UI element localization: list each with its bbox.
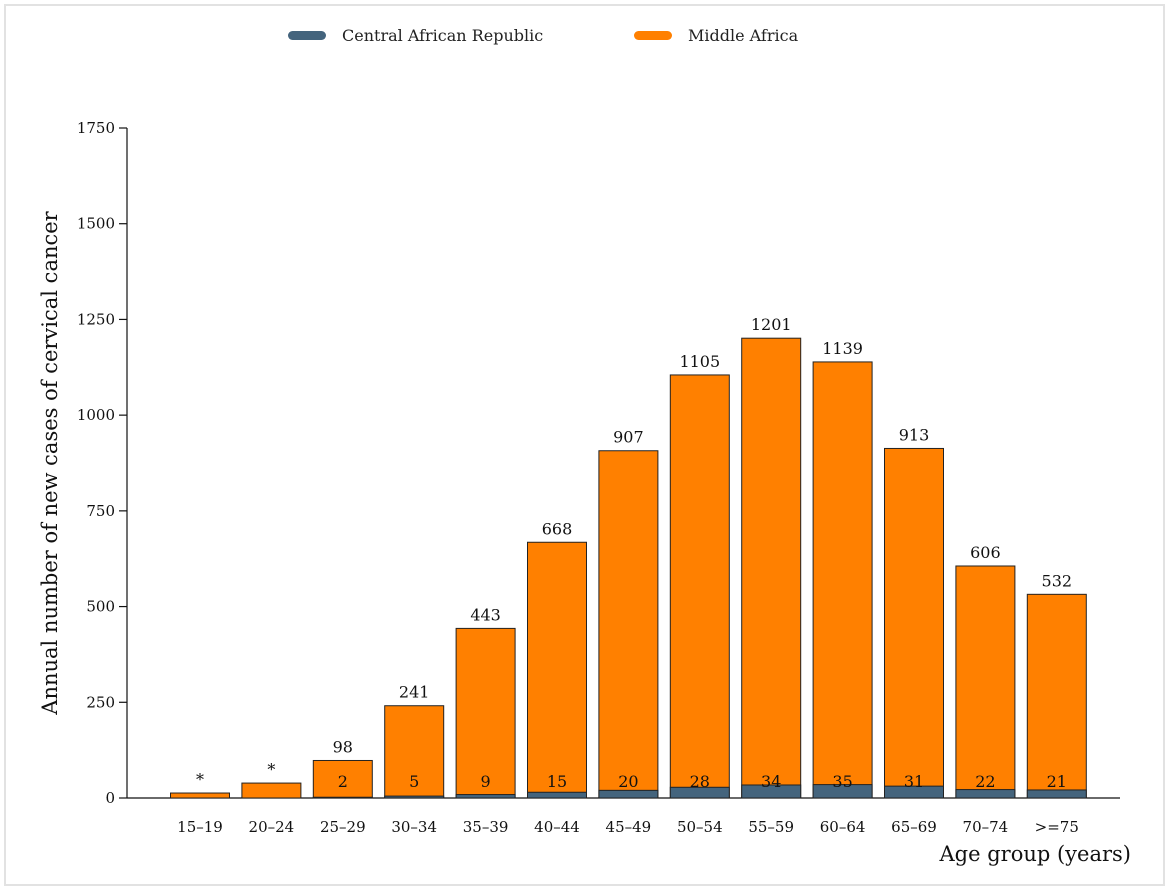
bar-middle-africa bbox=[1026, 593, 1087, 799]
y-tick-label: 1000 bbox=[77, 406, 115, 424]
data-label-middle-africa: * bbox=[267, 760, 275, 779]
y-tick-label: 500 bbox=[86, 598, 115, 616]
data-label-central-african-republic: 31 bbox=[904, 772, 924, 791]
data-label-central-african-republic: 35 bbox=[832, 772, 852, 791]
data-label-central-african-republic: 15 bbox=[547, 772, 567, 791]
data-label-central-african-republic: 21 bbox=[1047, 772, 1067, 791]
legend-item-middle-africa: Middle Africa bbox=[634, 26, 798, 45]
legend-label-middle-africa: Middle Africa bbox=[688, 26, 799, 45]
bar-central-african-republic bbox=[812, 784, 873, 799]
legend-swatch-central-african-republic bbox=[288, 31, 326, 40]
data-label-middle-africa: 1201 bbox=[751, 315, 792, 334]
x-tick-label: 15–19 bbox=[177, 818, 223, 836]
bar-central-african-republic bbox=[669, 786, 730, 799]
x-tick-label: 45–49 bbox=[606, 818, 652, 836]
bar-middle-africa bbox=[955, 565, 1016, 799]
data-label-middle-africa: 443 bbox=[470, 605, 501, 624]
bar-central-african-republic bbox=[455, 794, 516, 799]
data-label-central-african-republic: 9 bbox=[481, 772, 491, 791]
y-tick-label: 1250 bbox=[77, 310, 115, 328]
bar-central-african-republic bbox=[1026, 789, 1087, 799]
bar-middle-africa bbox=[669, 374, 730, 799]
data-label-middle-africa: 532 bbox=[1042, 571, 1073, 590]
y-axis-title: Annual number of new cases of cervical c… bbox=[38, 211, 62, 715]
bar-central-african-republic bbox=[598, 789, 659, 799]
bar-middle-africa bbox=[527, 541, 587, 799]
bar-middle-africa bbox=[455, 627, 516, 799]
x-tick-label: 60–64 bbox=[820, 818, 866, 836]
x-tick-label: 70–74 bbox=[963, 818, 1009, 836]
x-tick-label: 65–69 bbox=[891, 818, 937, 836]
y-tick-label: 1750 bbox=[77, 119, 115, 137]
bar-middle-africa bbox=[741, 337, 802, 799]
data-label-middle-africa: 907 bbox=[613, 428, 644, 447]
legend-item-central-african-republic: Central African Republic bbox=[288, 26, 543, 45]
data-label-central-african-republic: 5 bbox=[409, 772, 419, 791]
data-label-middle-africa: * bbox=[196, 770, 204, 789]
bar-central-african-republic bbox=[312, 796, 373, 799]
x-tick-label: 50–54 bbox=[677, 818, 723, 836]
bar-central-african-republic bbox=[884, 785, 944, 799]
data-label-middle-africa: 913 bbox=[899, 425, 930, 444]
bar-middle-africa bbox=[812, 361, 873, 799]
x-tick-label: 20–24 bbox=[249, 818, 295, 836]
x-tick-label: 30–34 bbox=[391, 818, 437, 836]
bar-middle-africa bbox=[241, 782, 302, 799]
bar-middle-africa bbox=[598, 450, 659, 799]
y-tick-label: 1500 bbox=[77, 215, 115, 233]
legend: Central African Republic Middle Africa bbox=[0, 22, 1169, 52]
data-label-middle-africa: 1105 bbox=[679, 352, 720, 371]
data-label-central-african-republic: 28 bbox=[690, 772, 710, 791]
x-tick-label: 25–29 bbox=[320, 818, 366, 836]
x-tick-label: 55–59 bbox=[748, 818, 794, 836]
data-label-middle-africa: 98 bbox=[333, 737, 353, 756]
bar-middle-africa bbox=[884, 447, 944, 799]
bar-central-african-republic bbox=[527, 791, 587, 799]
bar-middle-africa bbox=[312, 759, 373, 799]
data-label-central-african-republic: 20 bbox=[618, 772, 638, 791]
data-label-central-african-republic: 2 bbox=[338, 772, 348, 791]
data-label-central-african-republic: 22 bbox=[975, 772, 995, 791]
y-tick-label: 250 bbox=[86, 693, 115, 711]
y-tick-label: 0 bbox=[105, 789, 115, 807]
bar-central-african-republic bbox=[384, 795, 445, 799]
x-axis-title: Age group (years) bbox=[939, 842, 1132, 866]
y-tick-label: 750 bbox=[86, 502, 115, 520]
x-tick-label: 40–44 bbox=[534, 818, 580, 836]
x-tick-label: 35–39 bbox=[463, 818, 509, 836]
bar-middle-africa bbox=[384, 705, 445, 799]
data-label-central-african-republic: 34 bbox=[761, 772, 781, 791]
legend-label-central-african-republic: Central African Republic bbox=[342, 26, 544, 45]
bar-central-african-republic bbox=[741, 784, 802, 799]
bar-middle-africa bbox=[170, 792, 230, 799]
bar-central-african-republic bbox=[955, 789, 1016, 799]
legend-swatch-middle-africa bbox=[634, 31, 672, 40]
data-label-middle-africa: 606 bbox=[970, 543, 1001, 562]
data-label-middle-africa: 241 bbox=[399, 683, 430, 702]
x-tick-label: >=75 bbox=[1035, 818, 1079, 836]
data-label-middle-africa: 1139 bbox=[822, 339, 863, 358]
data-label-middle-africa: 668 bbox=[542, 519, 573, 538]
